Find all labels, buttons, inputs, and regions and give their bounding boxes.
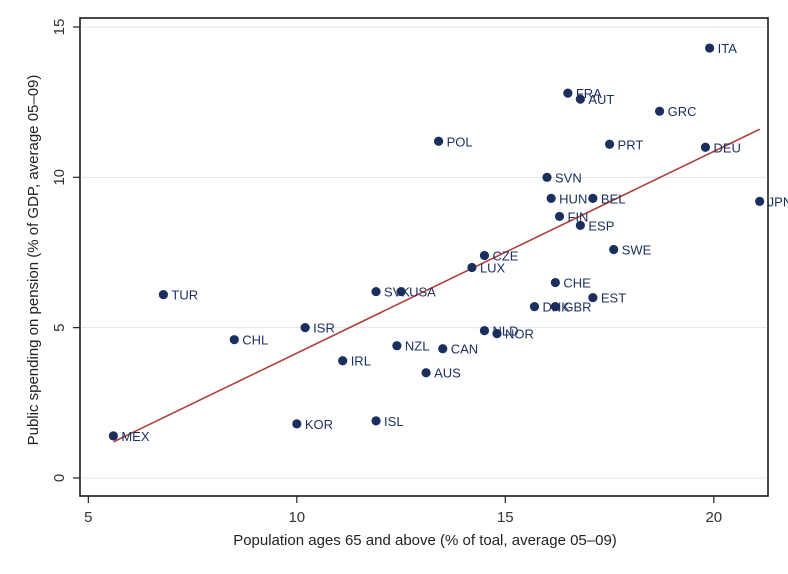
data-point-lux (467, 262, 477, 273)
point-label-jpn: JPN (768, 194, 788, 209)
y-tick-label: 0 (51, 474, 68, 482)
fit-line (113, 128, 761, 443)
data-point-tur (158, 289, 168, 300)
data-points (108, 43, 765, 441)
data-point-prt (604, 139, 615, 149)
y-axis-title: Public spending on pension (% of GDP, av… (25, 75, 42, 446)
point-label-svn: SVN (555, 170, 582, 185)
data-point-fra (563, 88, 573, 98)
point-label-cze: CZE (492, 248, 518, 263)
data-point-jpn (755, 196, 765, 206)
point-label-ita: ITA (718, 41, 738, 56)
data-point-svn (542, 172, 552, 182)
point-label-fra: FRA (576, 86, 602, 101)
point-label-chl: CHL (242, 333, 268, 348)
point-label-usa: USA (409, 285, 436, 300)
plot-frame (79, 17, 769, 497)
data-point-fin (554, 211, 565, 222)
data-point-nzl (392, 341, 402, 351)
data-point-irl (338, 356, 348, 366)
y-tick-label: 15 (51, 19, 68, 36)
point-label-aus: AUS (434, 366, 461, 381)
point-label-fin: FIN (568, 209, 589, 224)
point-label-swe: SWE (622, 242, 652, 257)
point-label-isl: ISL (384, 414, 404, 429)
data-point-est (588, 292, 598, 303)
y-tick-label: 10 (51, 169, 68, 186)
data-point-nor (492, 329, 502, 339)
point-label-svk: SVK (384, 285, 410, 300)
data-point-nld (479, 326, 490, 336)
point-label-gbr: GBR (563, 300, 591, 315)
point-label-che: CHE (563, 276, 591, 291)
data-point-isr (300, 323, 310, 333)
data-point-swe (609, 244, 619, 255)
data-point-ita (705, 43, 715, 53)
point-label-nld: NLD (492, 324, 518, 339)
point-label-pol: POL (447, 134, 473, 149)
data-point-dnk (529, 302, 540, 312)
point-label-aut: AUT (588, 92, 614, 107)
point-label-tur: TUR (171, 288, 198, 303)
data-point-pol (433, 136, 444, 146)
y-tick-label: 5 (51, 323, 68, 331)
data-point-aut (575, 94, 585, 104)
point-label-deu: DEU (713, 140, 740, 155)
point-label-dnk: DNK (542, 300, 570, 315)
data-point-isl (371, 416, 381, 426)
point-label-nzl: NZL (405, 339, 430, 354)
grid-lines (80, 26, 768, 479)
fit-line-group (113, 128, 761, 443)
point-label-nor: NOR (505, 327, 534, 342)
x-tick-label: 5 (84, 509, 92, 526)
data-point-svk (371, 286, 381, 297)
data-point-bel (588, 193, 598, 203)
data-point-hun (546, 193, 556, 203)
data-point-cze (479, 250, 490, 261)
x-tick-label: 20 (705, 509, 722, 526)
x-tick-label: 10 (288, 509, 305, 526)
point-label-hun: HUN (559, 191, 587, 206)
data-point-can (438, 344, 448, 354)
point-label-can: CAN (451, 342, 478, 357)
data-point-che (550, 277, 560, 288)
plot-area (79, 17, 769, 497)
data-point-mex (108, 431, 118, 441)
axes: 0 5 10 15 5 10 15 20 (51, 17, 769, 526)
data-point-gbr (550, 302, 560, 312)
x-axis-title: Population ages 65 and above (% of toal,… (233, 532, 617, 549)
point-label-lux: LUX (480, 261, 506, 276)
data-point-esp (575, 220, 585, 231)
point-label-esp: ESP (588, 218, 614, 233)
data-point-kor (292, 419, 302, 429)
data-point-aus (421, 368, 431, 378)
point-label-grc: GRC (668, 104, 697, 119)
x-tick-label: 15 (497, 509, 514, 526)
point-label-isr: ISR (313, 321, 335, 336)
point-label-kor: KOR (305, 417, 333, 432)
point-label-est: EST (601, 291, 626, 306)
data-point-deu (700, 142, 711, 152)
data-point-chl (229, 335, 239, 345)
point-label-bel: BEL (601, 191, 626, 206)
data-point-grc (654, 106, 665, 116)
point-label-mex: MEX (121, 429, 150, 444)
point-label-prt: PRT (618, 137, 644, 152)
point-label-irl: IRL (351, 354, 371, 369)
data-point-usa (396, 286, 406, 297)
